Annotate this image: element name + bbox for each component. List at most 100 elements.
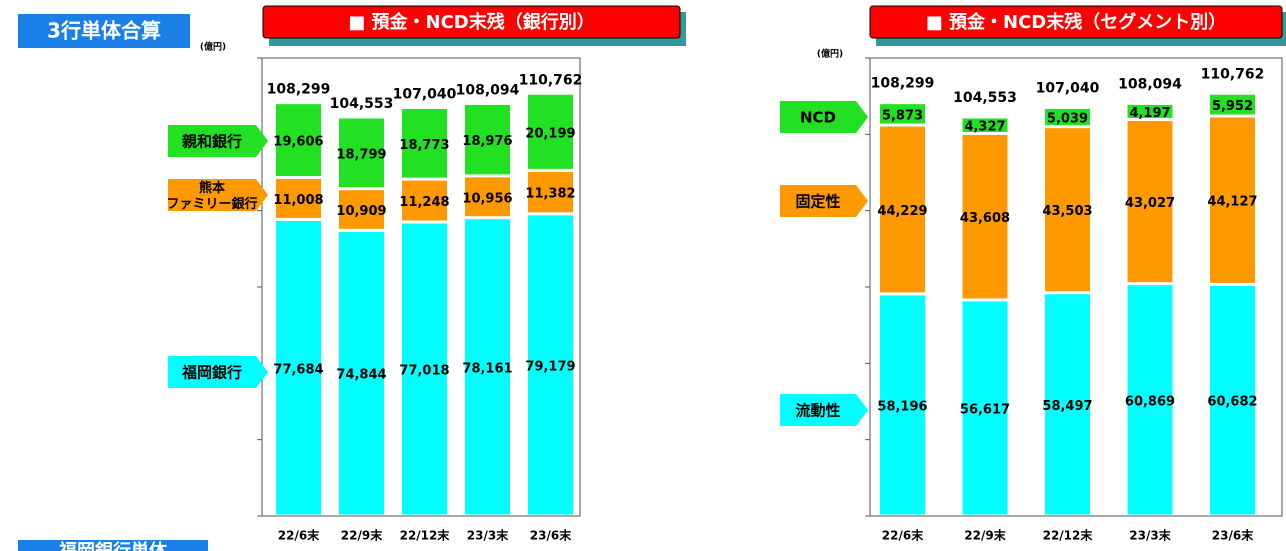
segment-label: 60,682 [1207,395,1257,410]
chart-title: ■ 預金・NCD末残（セグメント別） [926,11,1227,33]
bar-segment [402,108,447,178]
title-box [869,5,1283,39]
segment-label: 20,199 [525,126,575,141]
header-title: 3行単体合算 [47,19,161,43]
segment-label: 74,844 [336,368,386,383]
segment-label: 77,018 [399,364,449,379]
segment-label: 43,608 [960,211,1010,226]
title-box [262,5,681,39]
total-label: 108,299 [267,82,331,98]
segment-label: 18,773 [399,138,449,153]
bar-segment [880,126,925,293]
bar-segment [465,219,510,515]
total-label: 104,553 [953,90,1017,106]
segment-label: 5,952 [1212,99,1253,114]
x-tick-label: 23/3末 [1129,528,1171,543]
header-box [18,14,190,48]
x-tick-label: 22/12末 [400,528,451,543]
bar-segment [1127,285,1173,515]
segment-label: 58,497 [1042,399,1092,414]
total-label: 110,762 [519,72,583,88]
footer-box [18,540,208,551]
x-tick-label: 22/9末 [964,528,1006,543]
total-label: 110,762 [1201,66,1265,82]
segment-label: 44,127 [1207,195,1257,210]
legend-label: NCD [800,109,836,127]
bar-segment [528,215,573,515]
legend-label: 親和銀行 [182,133,242,151]
x-tick-label: 22/6末 [882,528,924,543]
total-label: 107,040 [393,86,457,102]
bar-segment [528,94,573,169]
bar-segment [465,177,510,217]
bar-segment [402,180,447,221]
total-label: 107,040 [1036,80,1100,96]
x-tick-label: 22/12末 [1043,528,1094,543]
segment-label: 77,684 [273,362,323,377]
bar-segment [276,104,321,176]
x-tick-label: 22/6末 [278,528,320,543]
segment-label: 10,909 [336,204,386,219]
bar-segment [528,171,573,213]
unit-label: (億円) [200,41,226,53]
x-tick-label: 23/6末 [530,528,572,543]
bar-segment [1127,104,1173,118]
bar-segment [962,118,1008,132]
legend-callout [780,185,868,217]
x-tick-label: 23/3末 [467,528,509,543]
bar-segment [339,231,384,515]
legend-label: 流動性 [795,402,840,420]
segment-label: 78,161 [462,361,512,376]
segment-label: 11,382 [525,187,575,202]
segment-label: 5,039 [1047,112,1088,127]
legend-label: 熊本ファミリー銀行 [166,180,257,212]
bar-segment [1210,94,1255,115]
total-label: 108,299 [871,76,935,92]
segment-label: 60,869 [1125,394,1175,409]
bar-segment [339,118,384,188]
total-label: 108,094 [1118,76,1182,92]
footer-title: 福岡銀行単体 [58,540,168,551]
segment-label: 58,196 [877,399,927,414]
bar-segment [276,221,321,515]
bar-segment [276,178,321,219]
segment-label: 11,008 [273,193,323,208]
bar-segment [880,295,925,515]
unit-label: (億円) [817,48,843,60]
bar-segment [962,134,1008,299]
legend-callout [168,179,268,211]
bar-segment [1210,117,1255,283]
segment-label: 4,327 [964,120,1005,135]
segment-label: 56,617 [960,402,1010,417]
bar-segment [339,190,384,229]
bar-segment [465,104,510,175]
legend-callout [168,356,268,388]
total-label: 108,094 [456,82,520,98]
bar-segment [402,223,447,515]
legend-callout [780,394,868,426]
x-tick-label: 23/6末 [1212,528,1254,543]
segment-label: 43,503 [1042,204,1092,219]
bar-segment [1045,108,1090,126]
segment-label: 79,179 [525,359,575,374]
legend-callout [780,101,868,133]
legend-label: 固定性 [795,193,840,211]
bar-segment [1210,285,1255,515]
legend-label: 福岡銀行 [181,364,242,382]
total-label: 104,553 [330,96,394,112]
segment-label: 18,799 [336,147,386,162]
segment-label: 44,229 [877,204,927,219]
bar-segment [1045,294,1090,515]
segment-label: 11,248 [399,195,449,210]
segment-label: 4,197 [1129,106,1170,121]
segment-label: 19,606 [273,135,323,150]
segment-label: 18,976 [462,134,512,149]
bar-segment [880,104,925,124]
x-tick-label: 22/9末 [341,528,383,543]
bar-segment [962,301,1008,515]
segment-label: 10,956 [462,191,512,206]
bar-segment [1045,128,1090,292]
bar-segment [1127,120,1173,283]
segment-label: 5,873 [882,108,923,123]
